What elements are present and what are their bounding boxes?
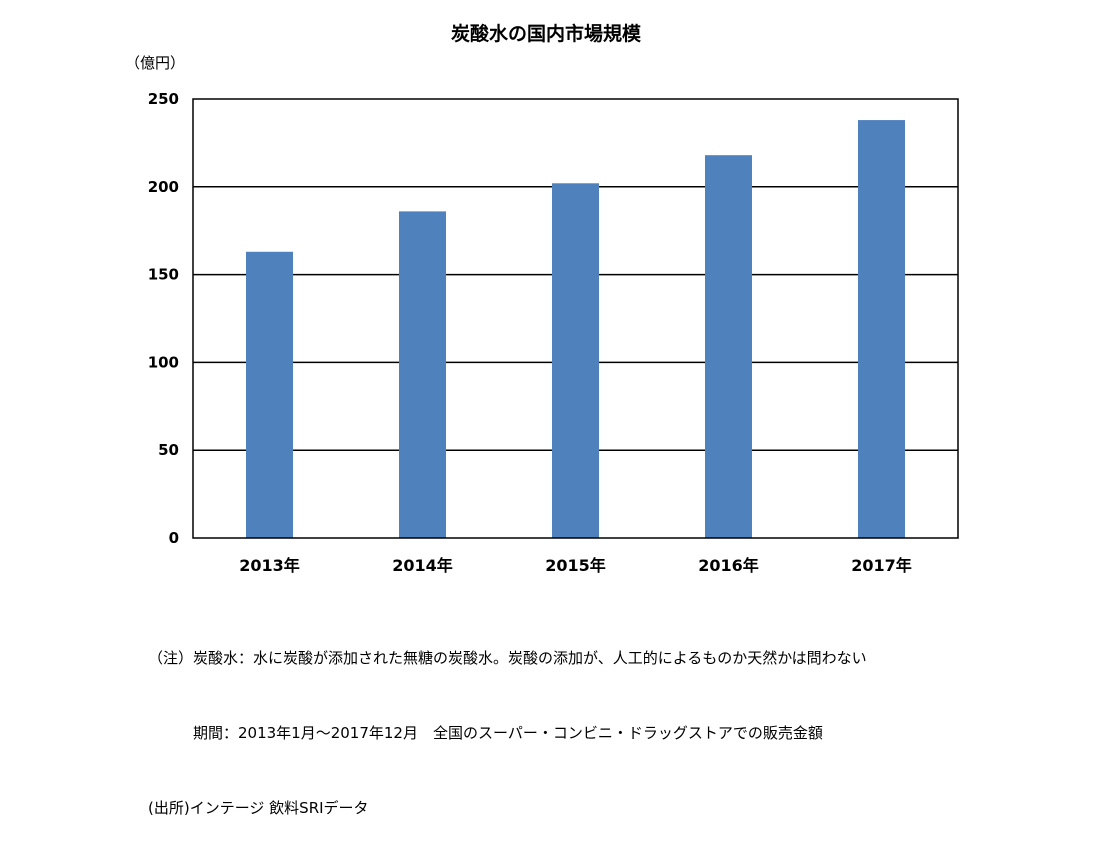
- y-tick-label: 250: [148, 90, 179, 108]
- y-tick-label: 100: [148, 353, 179, 371]
- bar-2016年: [705, 155, 752, 538]
- x-tick-label: 2014年: [392, 556, 453, 575]
- bar-2013年: [246, 251, 293, 538]
- note-definition: （注）炭酸水：水に炭酸が添加された無糖の炭酸水。炭酸の添加が、人工的によるものか…: [148, 649, 867, 667]
- note-period: 期間：2013年1月～2017年12月 全国のスーパー・コンビニ・ドラッグストア…: [148, 724, 823, 742]
- y-tick-label: 0: [169, 529, 179, 547]
- bars: [246, 120, 905, 539]
- x-tick-label: 2015年: [545, 556, 606, 575]
- bar-2017年: [858, 120, 905, 539]
- y-tick-label: 150: [148, 266, 179, 284]
- footnotes: （注）炭酸水：水に炭酸が添加された無糖の炭酸水。炭酸の添加が、人工的によるものか…: [148, 596, 867, 846]
- x-tick-label: 2017年: [851, 556, 912, 575]
- y-tick-label: 200: [148, 178, 179, 196]
- note-source: (出所)インテージ 飲料SRIデータ: [148, 799, 369, 817]
- x-tick-label: 2016年: [698, 556, 759, 575]
- bar-2014年: [399, 211, 446, 538]
- bar-2015年: [552, 183, 599, 538]
- plot-area-frame: [192, 98, 959, 539]
- y-axis-unit-label: （億円）: [125, 54, 185, 72]
- x-tick-label: 2013年: [239, 556, 300, 575]
- chart-title: 炭酸水の国内市場規模: [451, 22, 642, 45]
- y-axis-ticks: 0 50 100 150 200 250: [148, 90, 179, 547]
- y-tick-label: 50: [158, 441, 179, 459]
- x-axis-ticks: 2013年 2014年 2015年 2016年 2017年: [239, 556, 912, 575]
